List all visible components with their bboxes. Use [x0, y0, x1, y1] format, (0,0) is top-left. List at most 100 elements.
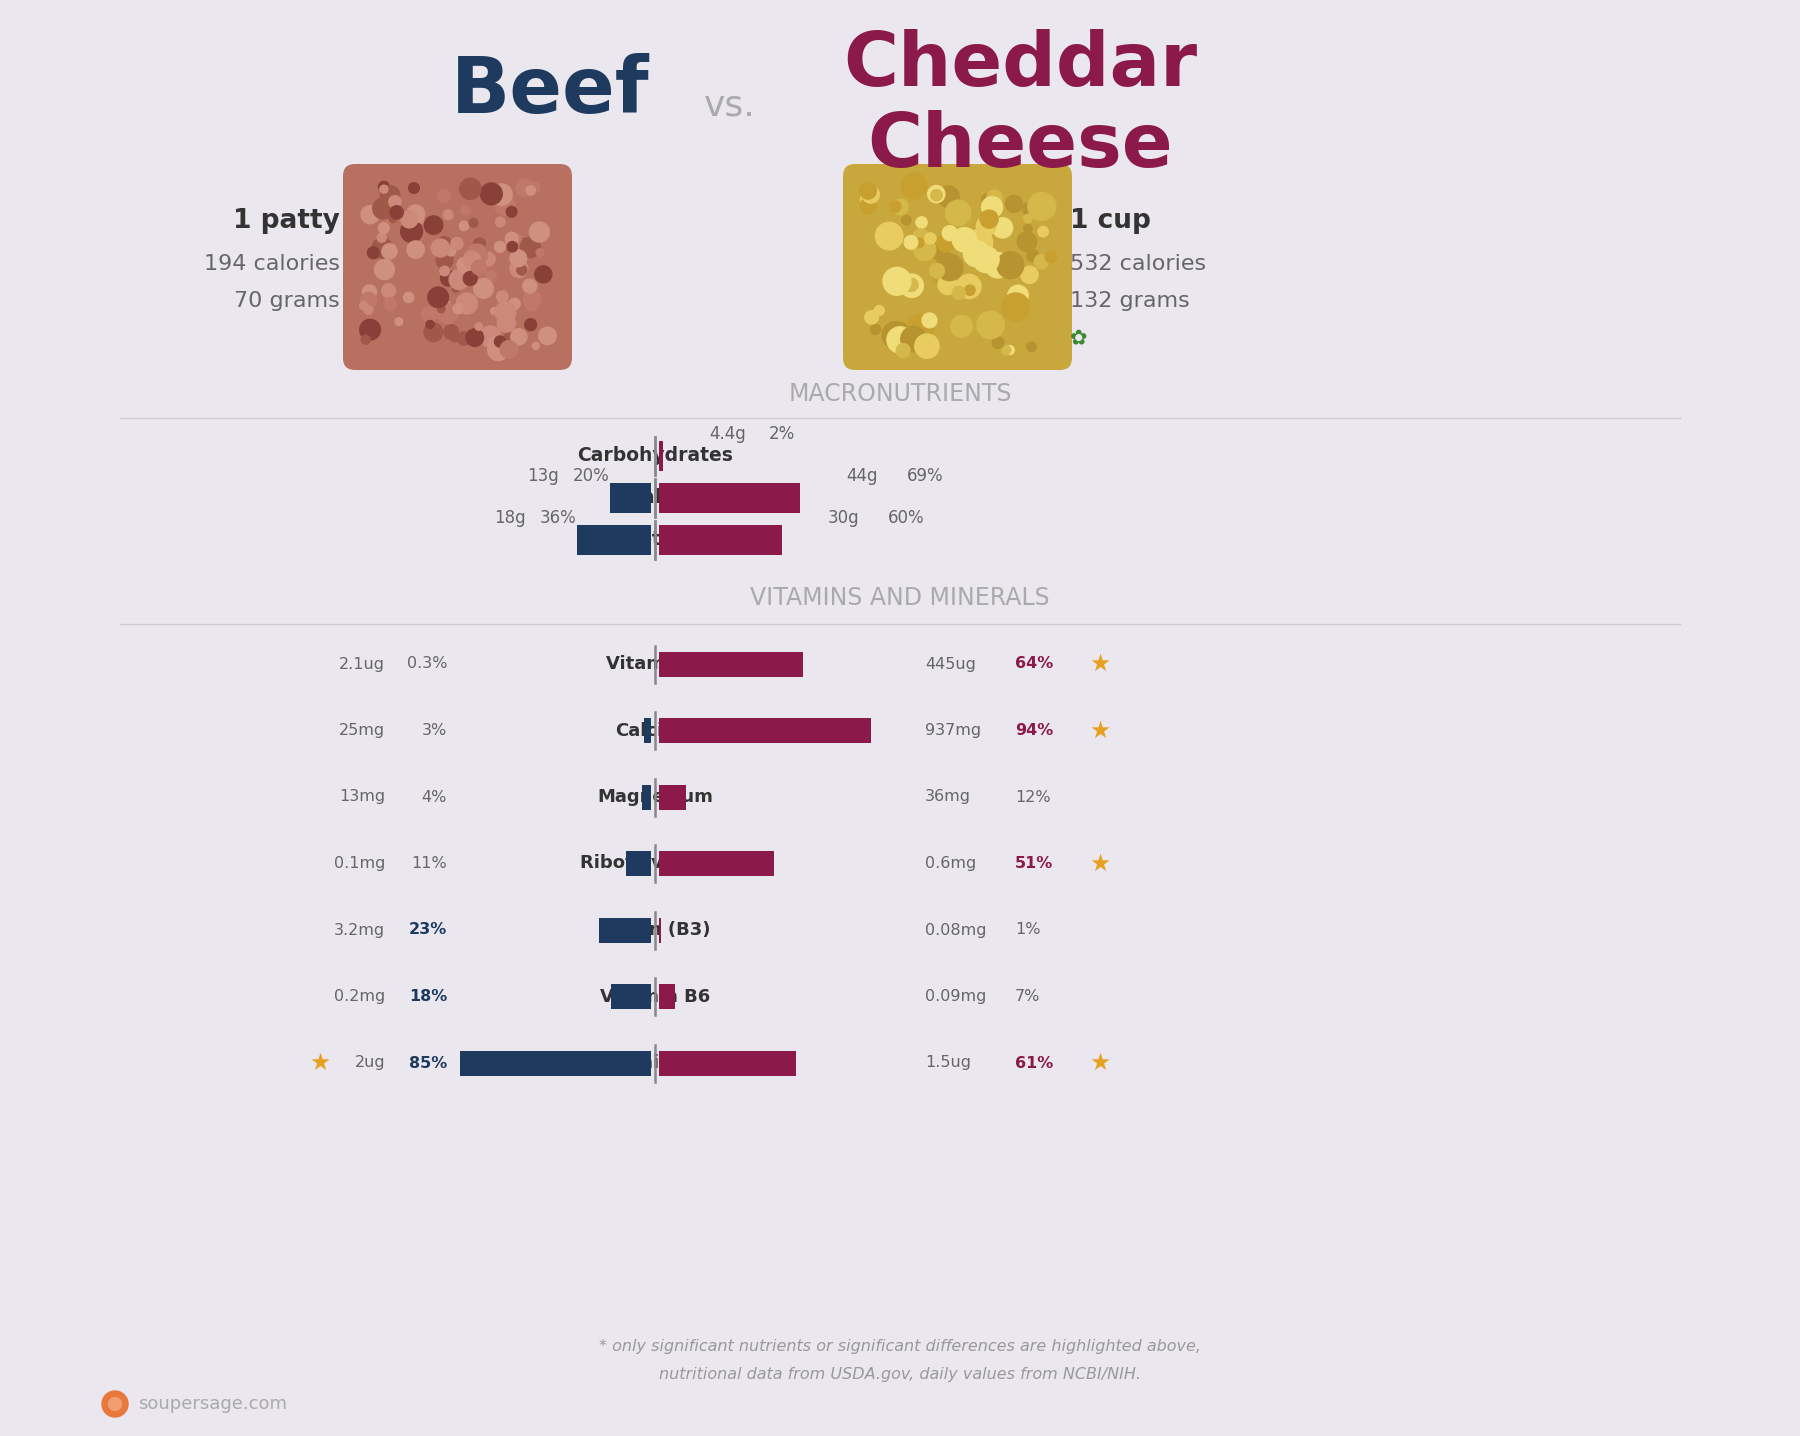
- Circle shape: [1031, 280, 1042, 292]
- Circle shape: [920, 292, 931, 303]
- Circle shape: [391, 234, 398, 241]
- Circle shape: [536, 210, 556, 231]
- Circle shape: [531, 237, 538, 244]
- Circle shape: [889, 251, 909, 270]
- Circle shape: [490, 214, 506, 230]
- Circle shape: [895, 200, 918, 223]
- Circle shape: [513, 312, 533, 332]
- Text: nutritional data from USDA.gov, daily values from NCBI/NIH.: nutritional data from USDA.gov, daily va…: [659, 1367, 1141, 1381]
- Bar: [578, 526, 652, 554]
- Circle shape: [1003, 270, 1030, 297]
- Text: soupersage.com: soupersage.com: [139, 1394, 286, 1413]
- Circle shape: [371, 215, 382, 227]
- FancyBboxPatch shape: [842, 164, 1073, 370]
- Circle shape: [493, 299, 500, 306]
- Circle shape: [473, 289, 486, 302]
- Text: Vitamin A: Vitamin A: [607, 655, 704, 673]
- Text: 64%: 64%: [1015, 656, 1053, 672]
- Text: Total Fat: Total Fat: [610, 488, 700, 507]
- Circle shape: [441, 309, 463, 330]
- Circle shape: [396, 281, 407, 292]
- Circle shape: [466, 296, 475, 304]
- Circle shape: [412, 277, 428, 294]
- Circle shape: [1037, 327, 1062, 353]
- Circle shape: [450, 280, 461, 290]
- Circle shape: [911, 280, 923, 293]
- Circle shape: [356, 329, 376, 349]
- Circle shape: [470, 345, 479, 353]
- Circle shape: [535, 211, 556, 233]
- Circle shape: [868, 197, 889, 217]
- Circle shape: [893, 202, 905, 215]
- Circle shape: [473, 289, 493, 309]
- Text: 0.3%: 0.3%: [407, 656, 446, 672]
- Circle shape: [979, 277, 1003, 300]
- Text: 13mg: 13mg: [338, 790, 385, 804]
- Circle shape: [517, 277, 531, 293]
- Circle shape: [481, 246, 502, 267]
- Circle shape: [450, 339, 457, 346]
- Circle shape: [401, 251, 410, 260]
- Text: 0.6mg: 0.6mg: [925, 856, 976, 872]
- Circle shape: [974, 329, 981, 337]
- Circle shape: [401, 198, 419, 215]
- Circle shape: [446, 297, 459, 309]
- Text: ★: ★: [1089, 652, 1111, 676]
- Circle shape: [488, 210, 499, 221]
- Text: 2.1ug: 2.1ug: [338, 656, 385, 672]
- Circle shape: [1012, 264, 1024, 277]
- Text: 85%: 85%: [409, 1055, 446, 1070]
- Circle shape: [914, 294, 932, 313]
- Circle shape: [1021, 247, 1037, 263]
- Circle shape: [956, 243, 979, 266]
- Circle shape: [533, 320, 544, 330]
- Text: 13g: 13g: [527, 467, 560, 485]
- Circle shape: [454, 195, 461, 202]
- Circle shape: [868, 310, 891, 333]
- Circle shape: [481, 251, 491, 261]
- Circle shape: [459, 251, 475, 267]
- Text: 12%: 12%: [1015, 790, 1051, 804]
- Circle shape: [486, 314, 493, 322]
- Circle shape: [443, 269, 464, 289]
- Text: vs.: vs.: [704, 89, 756, 123]
- Circle shape: [959, 261, 972, 274]
- Circle shape: [1042, 188, 1055, 200]
- Text: ★: ★: [310, 1051, 331, 1076]
- Circle shape: [990, 336, 1017, 362]
- Text: 4.4g: 4.4g: [709, 425, 745, 442]
- Circle shape: [403, 286, 412, 296]
- Circle shape: [536, 202, 551, 217]
- Circle shape: [360, 210, 373, 223]
- Circle shape: [995, 304, 1024, 332]
- Circle shape: [929, 248, 952, 271]
- Text: 23%: 23%: [409, 922, 446, 938]
- Text: Magnesium: Magnesium: [598, 788, 713, 806]
- Text: 1.5ug: 1.5ug: [925, 1055, 970, 1070]
- Circle shape: [443, 198, 454, 210]
- Circle shape: [1022, 304, 1044, 326]
- Text: ★: ★: [1089, 1051, 1111, 1076]
- Text: Vitamin B12: Vitamin B12: [594, 1054, 716, 1073]
- Circle shape: [542, 202, 551, 211]
- Circle shape: [486, 246, 502, 261]
- Circle shape: [869, 202, 891, 224]
- Text: 1 cup: 1 cup: [1069, 208, 1150, 234]
- Circle shape: [410, 312, 425, 326]
- Bar: [659, 441, 662, 471]
- Circle shape: [907, 276, 934, 303]
- Text: Protein: Protein: [616, 530, 693, 550]
- Circle shape: [430, 274, 446, 290]
- Bar: [626, 852, 652, 876]
- Circle shape: [373, 267, 383, 277]
- Text: 70 grams: 70 grams: [234, 292, 340, 312]
- Circle shape: [405, 306, 419, 320]
- Circle shape: [461, 296, 481, 314]
- Text: 20%: 20%: [572, 467, 608, 485]
- Bar: [659, 852, 774, 876]
- Circle shape: [977, 320, 988, 330]
- Text: 4%: 4%: [421, 790, 446, 804]
- Circle shape: [524, 200, 540, 217]
- Circle shape: [362, 187, 371, 197]
- Text: 18g: 18g: [495, 508, 526, 527]
